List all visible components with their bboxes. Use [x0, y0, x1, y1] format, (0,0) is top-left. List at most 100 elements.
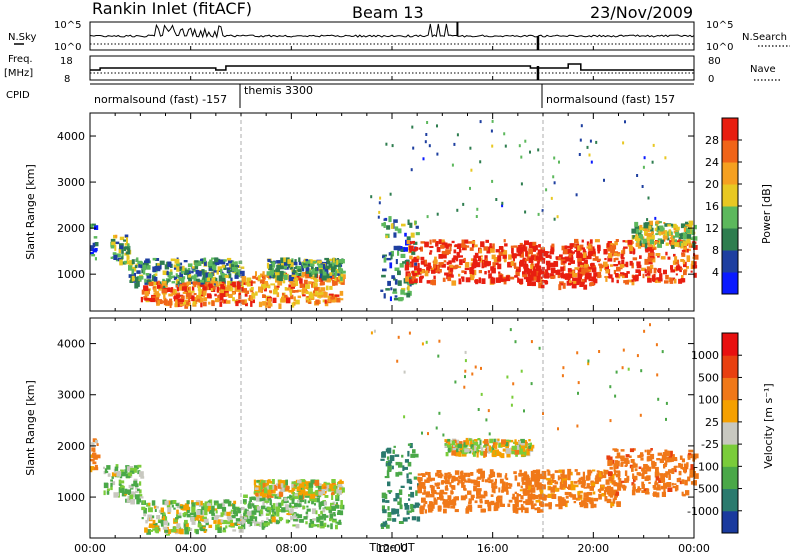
velocity-cell [120, 485, 125, 489]
power-cell [334, 264, 338, 267]
velocity-cell [688, 449, 694, 453]
power-cell [125, 260, 130, 265]
power-cell [146, 264, 151, 270]
power-cell [92, 248, 97, 253]
power-cell [694, 254, 699, 260]
power-cell [579, 138, 582, 142]
velocity-cell [232, 529, 237, 532]
velocity-cell [384, 476, 390, 479]
power-cell [397, 250, 400, 256]
power-cell [510, 260, 515, 266]
power-cell [473, 255, 477, 259]
power-cell [324, 273, 330, 279]
velocity-cell [477, 504, 483, 508]
power-cell [647, 227, 650, 233]
power-cell [471, 242, 475, 248]
power-cell [636, 228, 640, 235]
power-cell [647, 252, 651, 258]
velocity-cell [444, 486, 448, 491]
power-cell [250, 300, 253, 307]
power-cell [559, 281, 564, 285]
velocity-cell [129, 491, 135, 497]
velocity-cell [563, 500, 569, 504]
power-cell [522, 271, 526, 276]
power-cell [524, 259, 527, 265]
velocity-cell [402, 517, 408, 522]
power-cell [625, 240, 629, 243]
velocity-cell [335, 521, 341, 524]
power-cell [452, 257, 456, 260]
power-cell [171, 275, 175, 279]
power-cell [673, 278, 677, 284]
power-cell [428, 144, 431, 148]
power-cell [285, 297, 291, 304]
power-cell [201, 258, 204, 264]
velocity-cell [480, 472, 485, 478]
velocity-cell [322, 508, 326, 513]
power-cell [469, 269, 475, 274]
power-cell [519, 252, 524, 258]
power-cell [647, 196, 650, 200]
power-cell [315, 299, 320, 305]
velocity-cell [199, 525, 205, 531]
velocity-cell [293, 513, 296, 518]
power-cell [244, 299, 247, 304]
velocity-cell [480, 447, 484, 452]
velocity-cell [537, 507, 541, 513]
velocity-cell [452, 448, 457, 450]
power-cell [469, 146, 472, 150]
velocity-cell [232, 503, 236, 509]
velocity-cell [453, 477, 459, 481]
power-cell [590, 263, 595, 267]
power-cell [305, 269, 310, 274]
power-cell [393, 219, 398, 223]
velocity-cell [141, 506, 146, 511]
freq-tick-top: 18 [60, 56, 73, 67]
velocity-cell [613, 497, 617, 501]
power-cell [638, 234, 644, 240]
velocity-cell [167, 500, 171, 505]
power-cell [484, 255, 488, 261]
power-cell [94, 242, 99, 247]
power-cell [436, 212, 439, 216]
power-cell [597, 248, 600, 254]
power-cell [525, 250, 528, 257]
velocity-cell [311, 500, 314, 505]
velocity-cell [465, 480, 469, 483]
velocity-cell [506, 449, 511, 453]
power-cell [251, 281, 256, 284]
power-cell [308, 270, 311, 273]
power-cell [648, 261, 653, 265]
velocity-cell [277, 495, 282, 500]
velocity-cell [134, 494, 140, 500]
velocity-cell [608, 471, 613, 477]
power-cell [545, 254, 551, 258]
power-cell [524, 139, 527, 143]
velocity-cell [480, 494, 483, 497]
velocity-cell [457, 475, 462, 478]
velocity-cell [687, 454, 691, 459]
velocity-cell [485, 479, 489, 483]
power-cell [583, 284, 588, 290]
velocity-cell [449, 482, 452, 487]
power-cell [665, 274, 669, 280]
power-cell [378, 210, 381, 214]
power-cell [397, 245, 401, 251]
velocity-cell [332, 512, 336, 515]
velocity-cell [238, 526, 243, 529]
power-cell [458, 255, 463, 258]
velocity-cell [446, 443, 452, 448]
power-cell [635, 242, 639, 247]
velocity-cell [681, 458, 685, 463]
power-cell [410, 168, 413, 172]
velocity-cell [403, 370, 406, 374]
power-cell [628, 246, 634, 252]
power-cell [615, 257, 619, 261]
power-cell [680, 267, 683, 270]
velocity-cell [467, 472, 471, 478]
velocity-cell [476, 477, 482, 480]
velocity-cell [217, 519, 222, 525]
velocity-cell [139, 489, 142, 494]
velocity-cell [146, 529, 151, 535]
